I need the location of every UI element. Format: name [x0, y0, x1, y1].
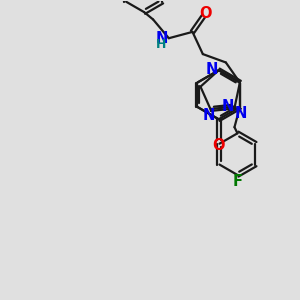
Text: N: N	[234, 106, 247, 121]
Text: N: N	[155, 31, 168, 46]
Text: N: N	[222, 99, 234, 114]
Text: N: N	[206, 62, 218, 77]
Text: O: O	[200, 6, 212, 21]
Text: F: F	[232, 174, 242, 189]
Text: N: N	[203, 108, 215, 123]
Text: O: O	[212, 138, 225, 153]
Text: H: H	[156, 38, 167, 51]
